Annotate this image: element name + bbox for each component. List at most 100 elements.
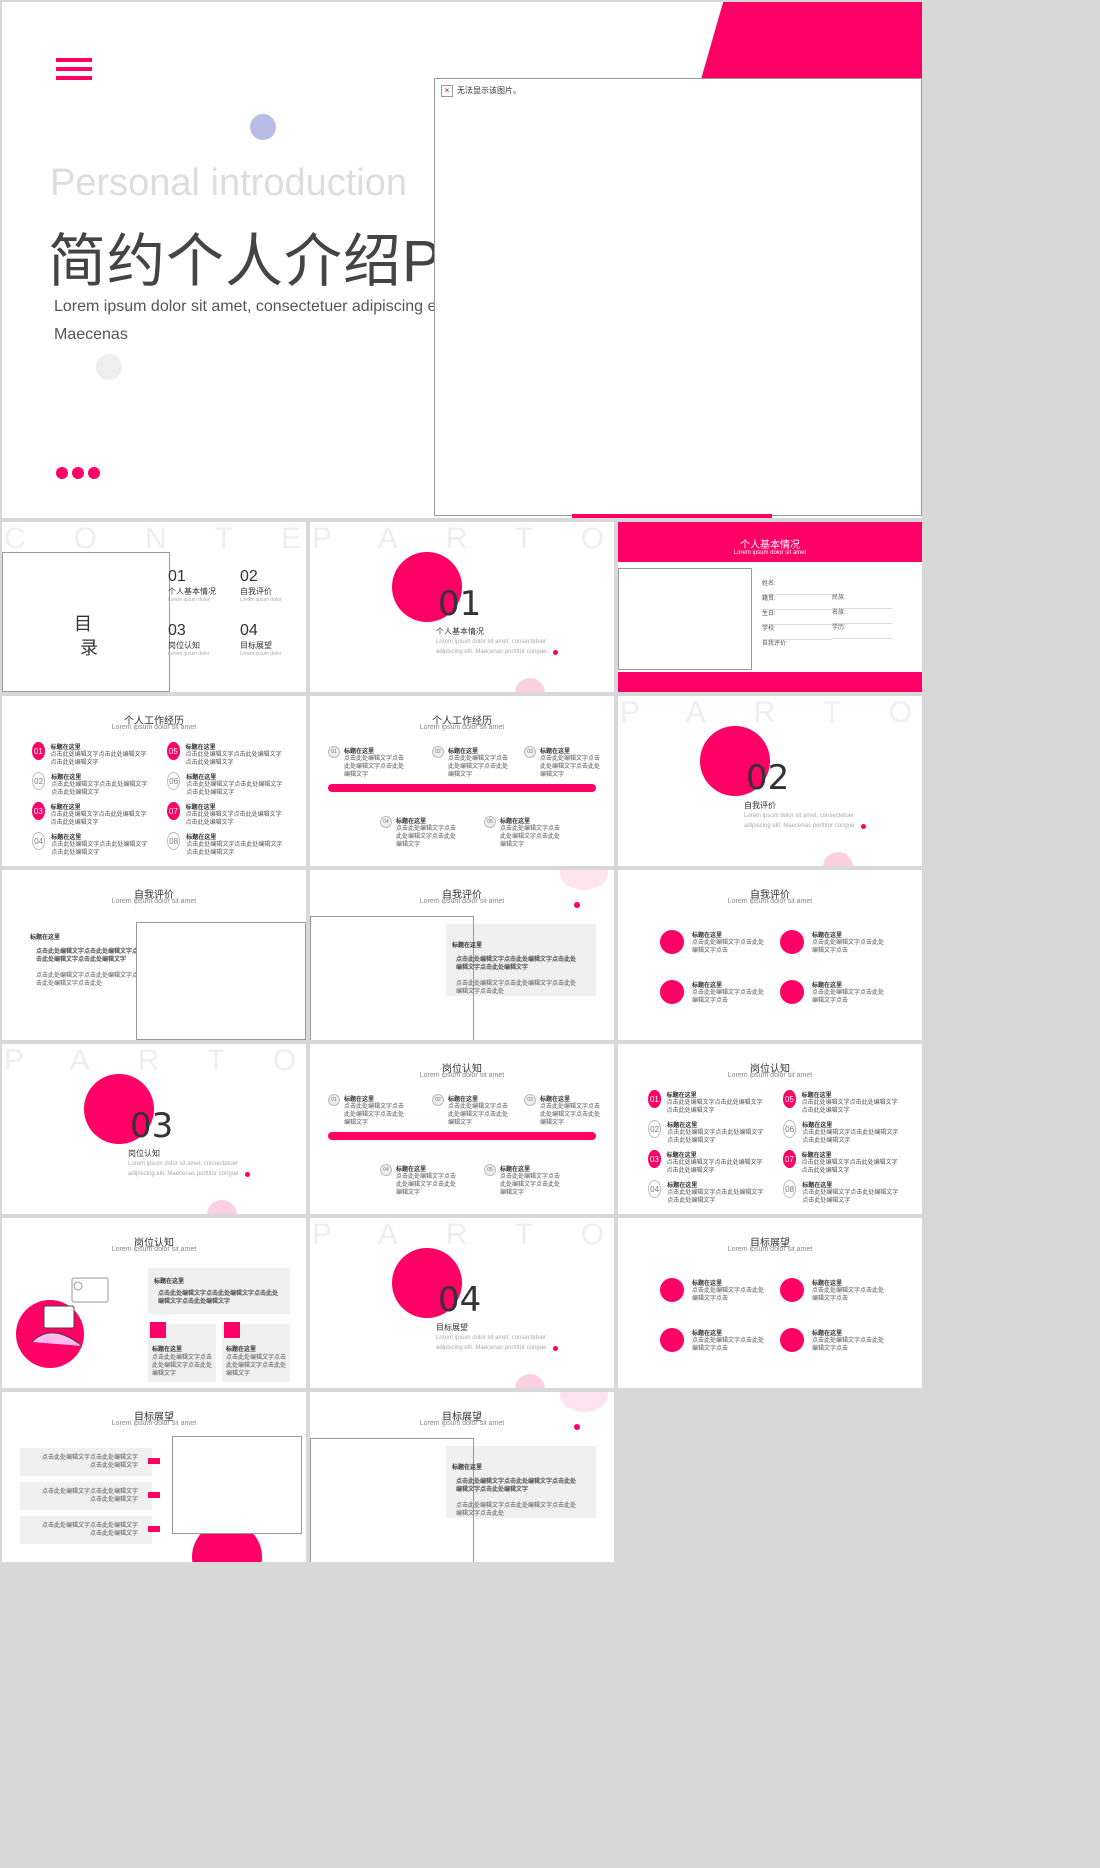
- section-circle: [392, 1248, 462, 1318]
- part-ghost: PARTONE: [312, 522, 614, 555]
- goal-text-slide: 目标展望 Lorem ipsum dolor sit amet 标题在这里 点击…: [310, 1392, 614, 1562]
- pale-circle: [515, 1374, 545, 1388]
- contents-slide: CONTENTS 目 录 01 个人基本情况 Lorem ipsum dolor…: [2, 522, 306, 692]
- contents-ghost: CONTENTS: [4, 522, 306, 555]
- timeline-node-2: 02 标题在这里 点击此处编辑文字点击此处编辑文字点击此处编辑文字: [432, 746, 508, 779]
- goal-title: 目标展望: [442, 1412, 482, 1423]
- timeline-node-3: 03 标题在这里 点击此处编辑文字点击此处编辑文字点击此处编辑文字: [524, 1094, 600, 1127]
- section-desc-2: adipiscing elit. Maecenas porttitor cong…: [436, 649, 547, 655]
- en-title: Personal introduction: [50, 162, 407, 204]
- job-sub: Lorem ipsum dolor sit amet: [111, 1246, 197, 1253]
- list-item: 07 标题在这里 点击此处编辑文字点击此处编辑文字点击此处编辑文字: [783, 1150, 903, 1180]
- goal-item: 标题在这里 点击此处编辑文字点击此处编辑文字点击: [780, 1278, 884, 1303]
- timeline-node-1: 01 标题在这里 点击此处编辑文字点击此处编辑文字点击此处编辑文字: [328, 746, 404, 779]
- small-dot: [553, 1346, 558, 1351]
- gray-panel: [446, 1446, 596, 1518]
- goal-bar-2: [20, 1482, 152, 1510]
- list-item: 07 标题在这里 点击此处编辑文字点击此处编辑文字点击此处编辑文字: [167, 802, 287, 832]
- goal-icons-slide: 目标展望 Lorem ipsum dolor sit amet 标题在这里 点击此…: [618, 1218, 922, 1388]
- job-list-slide: 岗位认知 Lorem ipsum dolor sit amet 01 标题在这里点…: [618, 1044, 922, 1214]
- goal-item: 标题在这里 点击此处编辑文字点击此处编辑文字点击: [660, 930, 764, 955]
- goal-tab-1: [148, 1458, 160, 1464]
- self-check-1: 点击此处编辑文字点击此处编辑文字点击此处编辑文字点击此处编辑文字: [456, 957, 577, 971]
- job-title: 岗位认知: [442, 1064, 482, 1075]
- goal-sub: Lorem ipsum dolor sit amet: [727, 1246, 813, 1253]
- hero-desc-1: Lorem ipsum dolor sit amet, consectetuer…: [54, 298, 453, 315]
- goal-item: 标题在这里 点击此处编辑文字点击此处编辑文字点击: [780, 1328, 884, 1353]
- box-1-icon: [150, 1322, 166, 1338]
- goal-bar-1: [20, 1448, 152, 1476]
- footer-band: [618, 672, 922, 692]
- pale-circle: [207, 1200, 237, 1214]
- broken-image-text: 无法显示该图片。: [457, 86, 521, 95]
- section-num: 03: [130, 1106, 174, 1146]
- list-item: 02 标题在这里 点击此处编辑文字点击此处编辑文字点击此处编辑文字: [32, 772, 152, 802]
- self-title: 自我评价: [750, 890, 790, 901]
- job-title: 岗位认知: [750, 1064, 790, 1075]
- small-dot: [574, 1424, 580, 1430]
- list-item: 05 标题在这里 点击此处编辑文字点击此处编辑文字点击此处编辑文字: [167, 742, 287, 772]
- timeline-bar: [328, 1132, 596, 1140]
- self-head: 标题在这里: [452, 943, 483, 949]
- list-item: 01 标题在这里 点击此处编辑文字点击此处编辑文字点击此处编辑文字: [648, 1090, 768, 1120]
- hero-desc-2: Maecenas: [54, 326, 128, 343]
- timeline-node-4: 04 标题在这里 点击此处编辑文字点击此处编辑文字点击此处编辑文字: [380, 1164, 456, 1197]
- text-icon: [660, 980, 684, 1004]
- small-dot: [574, 902, 580, 908]
- part-ghost: PARTONE: [4, 1044, 306, 1077]
- gray-dot: [96, 354, 122, 380]
- self-sub: Lorem ipsum dolor sit amet: [419, 898, 505, 905]
- list-item: 05 标题在这里 点击此处编辑文字点击此处编辑文字点击此处编辑文字: [783, 1090, 903, 1120]
- calendar-icon: [780, 1278, 804, 1302]
- goal-head: 标题在这里: [452, 1465, 483, 1471]
- section-title: 个人基本情况: [436, 627, 484, 636]
- basic-info-slide: 个人基本情况 Lorem ipsum dolor sit amet 姓名: 籍贯…: [618, 522, 922, 692]
- image-frame: [136, 922, 306, 1040]
- section-desc-2: adipiscing elit. Maecenas porttitor cong…: [436, 1345, 547, 1351]
- goal-bar-1-text: 点击此处编辑文字点击此处编辑文字点击此处编辑文字: [42, 1455, 139, 1469]
- self-eval-slide-a: 自我评价 Lorem ipsum dolor sit amet 标题在这里 点击…: [2, 870, 306, 1040]
- section-03-slide: PARTONE 03 岗位认知 Lorem ipsum dolor sit am…: [2, 1044, 306, 1214]
- work-sub: Lorem ipsum dolor sit amet: [111, 724, 197, 731]
- self-title: 自我评价: [134, 890, 174, 901]
- section-desc-1: Lorem ipsum dolor sit amet, consectetuer: [128, 1161, 239, 1167]
- image-frame: [310, 916, 474, 1040]
- timeline-node-5: 05 标题在这里 点击此处编辑文字点击此处编辑文字点击此处编辑文字: [484, 1164, 560, 1197]
- goal-check-2: 点击此处编辑文字点击此处编辑文字点击此处编辑文字点击此处: [456, 1503, 577, 1517]
- goal-sub: Lorem ipsum dolor sit amet: [111, 1420, 197, 1427]
- box-2-body: 点击此处编辑文字点击此处编辑文字点击此处编辑文字: [226, 1355, 287, 1377]
- text-icon: [660, 1328, 684, 1352]
- list-item: 06 标题在这里 点击此处编辑文字点击此处编辑文字点击此处编辑文字: [783, 1120, 903, 1150]
- job-timeline-slide: 岗位认知 Lorem ipsum dolor sit amet 01 标题在这里点…: [310, 1044, 614, 1214]
- job-sub: Lorem ipsum dolor sit amet: [419, 1072, 505, 1079]
- hamburger-icon[interactable]: [56, 58, 92, 82]
- image-frame: [172, 1436, 302, 1534]
- calendar-icon: [780, 930, 804, 954]
- timeline-node-1: 01 标题在这里 点击此处编辑文字点击此处编辑文字点击此处编辑文字: [328, 1094, 404, 1127]
- pale-circle: [560, 870, 608, 890]
- work-title: 个人工作经历: [124, 716, 184, 727]
- basic-sub: Lorem ipsum dolor sit amet: [733, 550, 807, 556]
- self-head: 标题在这里: [30, 935, 61, 941]
- pale-circle: [823, 852, 853, 866]
- three-dots: [56, 467, 102, 481]
- list-item: 08 标题在这里 点击此处编辑文字点击此处编辑文字点击此处编辑文字: [783, 1180, 903, 1210]
- section-desc-2: adipiscing elit. Maecenas porttitor cong…: [128, 1171, 239, 1177]
- section-01-slide: PARTONE 01 个人基本情况 Lorem ipsum dolor sit …: [310, 522, 614, 692]
- job-col-left: 01 标题在这里 点击此处编辑文字点击此处编辑文字点击此处编辑文字 02 标题在这里点…: [648, 1090, 768, 1210]
- section-num: 02: [746, 758, 790, 798]
- pale-circle: [515, 678, 545, 692]
- job-col-right: 05 标题在这里 点击此处编辑文字点击此处编辑文字点击此处编辑文字 06 标题在这里点…: [783, 1090, 903, 1210]
- top-right-accent: [700, 2, 922, 80]
- self-sub: Lorem ipsum dolor sit amet: [727, 898, 813, 905]
- goal-tab-2: [148, 1492, 160, 1498]
- section-num: 04: [438, 1280, 482, 1320]
- photo-placeholder: [618, 568, 752, 670]
- list-item: 03 标题在这里 点击此处编辑文字点击此处编辑文字点击此处编辑文字: [648, 1150, 768, 1180]
- list-item: 06 标题在这里 点击此处编辑文字点击此处编辑文字点击此处编辑文字: [167, 772, 287, 802]
- goal-item: 标题在这里 点击此处编辑文字点击此处编辑文字点击: [660, 980, 764, 1005]
- box-1-head: 标题在这里: [152, 1347, 183, 1353]
- info-fields-right: 民族: 名族: 学历:: [832, 594, 892, 639]
- job-title: 岗位认知: [134, 1238, 174, 1249]
- section-circle: [700, 726, 770, 796]
